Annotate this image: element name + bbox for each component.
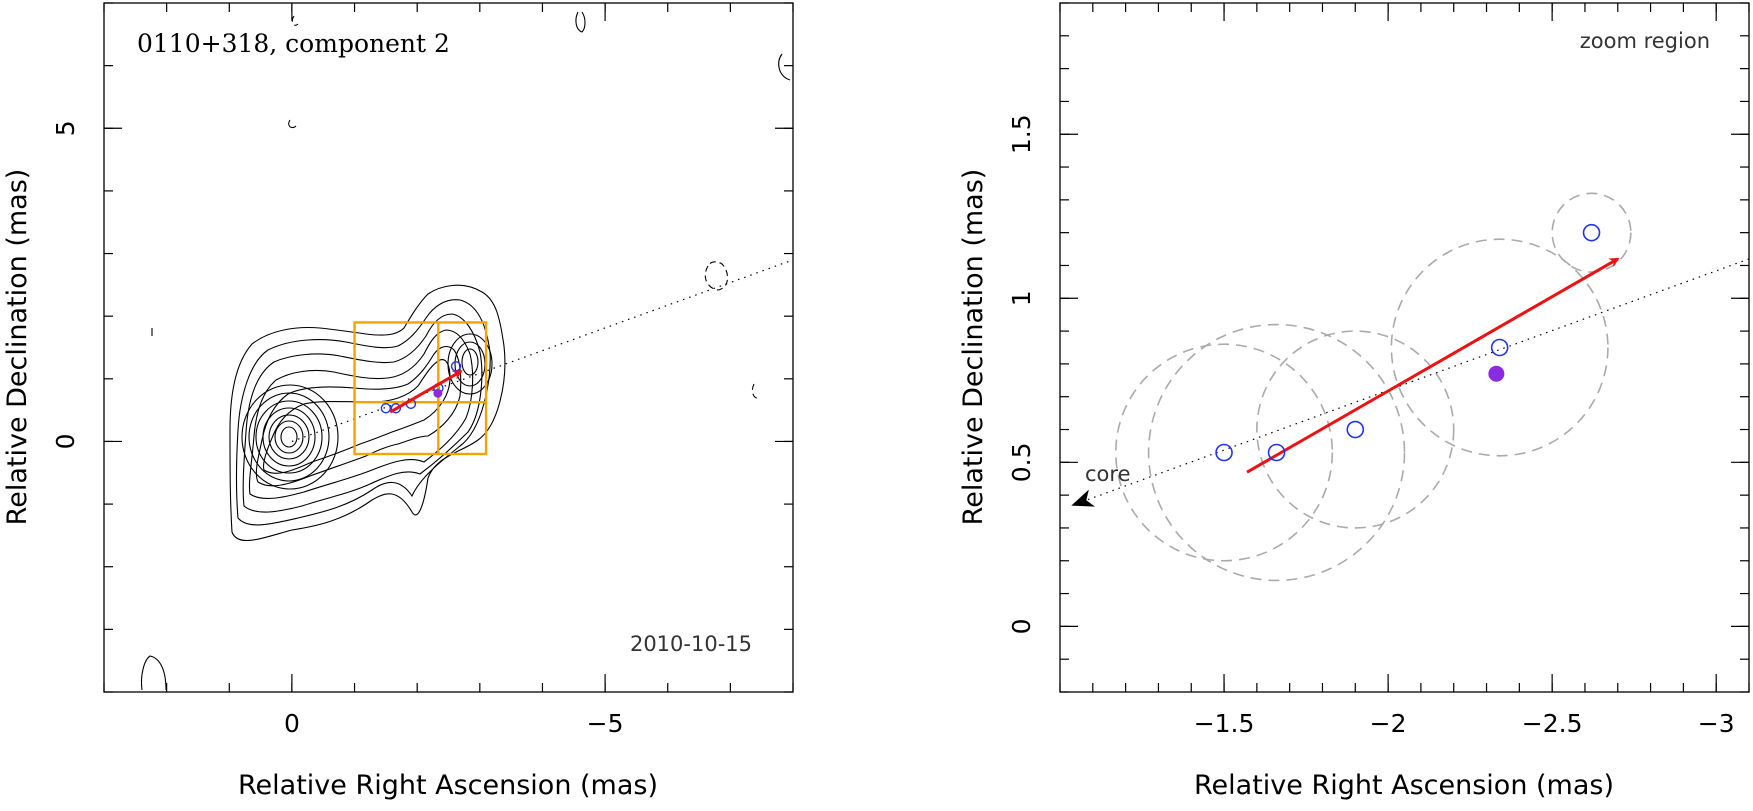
- right-component-marker: [1346, 420, 1365, 439]
- core-contour-7: [280, 426, 298, 448]
- component-size-circle: [1390, 238, 1609, 457]
- noise-contour-right-top: [778, 53, 791, 81]
- left-axis-ticks: 0 −5 0 5: [51, 2, 794, 738]
- noise-contour-bottom: [140, 655, 167, 691]
- component-size-circle: [1256, 330, 1455, 529]
- noise-contour-small-1: [288, 119, 297, 129]
- right-overlay: [1071, 192, 1749, 582]
- right-x-tick-label: −2: [1370, 709, 1407, 738]
- right-plot-frame: [1059, 2, 1750, 693]
- left-y-axis-label: Relative Declination (mas): [2, 169, 33, 526]
- contour-level-3: [242, 313, 483, 513]
- contour-level-2: [235, 299, 491, 526]
- contour-level-4: [248, 329, 474, 500]
- epoch-label: 2010-10-15: [630, 632, 752, 656]
- left-plot-frame: [103, 2, 794, 693]
- core-direction-line: [1071, 258, 1749, 507]
- knot-contour-1: [447, 333, 493, 395]
- left-y-tick-label: 5: [51, 120, 80, 136]
- right-y-tick-label: 1: [1007, 290, 1036, 306]
- right-y-tick-label: 1.5: [1007, 114, 1036, 154]
- noise-contour-right-mid: [704, 261, 729, 291]
- right-x-tick-label: −1.5: [1194, 709, 1255, 738]
- core-label: core: [1085, 462, 1131, 486]
- left-component-marker: [390, 403, 402, 414]
- core-contour-6: [274, 420, 304, 454]
- contour-level-1: [229, 284, 506, 541]
- zoom-region-label: zoom region: [1580, 29, 1710, 53]
- component-size-circle: [1551, 192, 1632, 273]
- noise-contour-right-low: [751, 383, 761, 399]
- right-component-marker: [1490, 338, 1509, 357]
- right-x-tick-label: −3: [1698, 709, 1735, 738]
- core-contour-2: [248, 392, 330, 482]
- left-velocity-arrow: [389, 370, 463, 414]
- knot-contour-3: [461, 348, 479, 376]
- left-ridge-line: [291, 259, 793, 443]
- right-y-axis-label: Relative Declination (mas): [958, 169, 989, 526]
- left-panel-title: 0110+318, component 2: [137, 29, 450, 58]
- right-y-tick-label: 0: [1007, 618, 1036, 634]
- component-size-circle: [1147, 323, 1406, 582]
- left-panel: 0 −5 0 5: [2, 2, 794, 801]
- right-velocity-arrow: [1246, 257, 1620, 474]
- left-component-marker-filled: [433, 388, 443, 398]
- core-contour-3: [255, 400, 323, 474]
- right-component-marker-filled: [1488, 365, 1505, 382]
- contour-level-5: [255, 345, 462, 487]
- zoom-region-box: [353, 321, 488, 456]
- core-contour-4: [262, 407, 316, 467]
- left-x-tick-label: 0: [284, 709, 300, 738]
- right-component-marker: [1582, 223, 1601, 242]
- contour-level-6: [262, 359, 451, 474]
- component-size-circle: [1114, 343, 1334, 562]
- right-axis-ticks: −1.5 −2 −2.5 −3 0 0.5 1 1.5: [1007, 2, 1750, 738]
- right-component-marker: [1267, 443, 1286, 462]
- right-component-marker: [1215, 443, 1233, 462]
- core-contour-5: [268, 414, 310, 460]
- left-x-axis-label: Relative Right Ascension (mas): [238, 770, 658, 801]
- noise-contour-top-small: [291, 15, 299, 26]
- left-contour-map: [140, 11, 791, 691]
- right-panel: −1.5 −2 −2.5 −3 0 0.5 1 1.5 zoom region core Re…: [958, 2, 1750, 801]
- right-x-tick-label: −2.5: [1522, 709, 1583, 738]
- left-component-marker: [380, 403, 392, 414]
- left-x-tick-label: −5: [587, 709, 624, 738]
- left-y-tick-label: 0: [51, 434, 80, 450]
- right-x-axis-label: Relative Right Ascension (mas): [1194, 770, 1614, 801]
- right-y-tick-label: 0.5: [1007, 442, 1036, 482]
- noise-contour-top: [575, 11, 586, 33]
- left-overlay: [291, 259, 793, 456]
- core-contour-1: [241, 384, 339, 490]
